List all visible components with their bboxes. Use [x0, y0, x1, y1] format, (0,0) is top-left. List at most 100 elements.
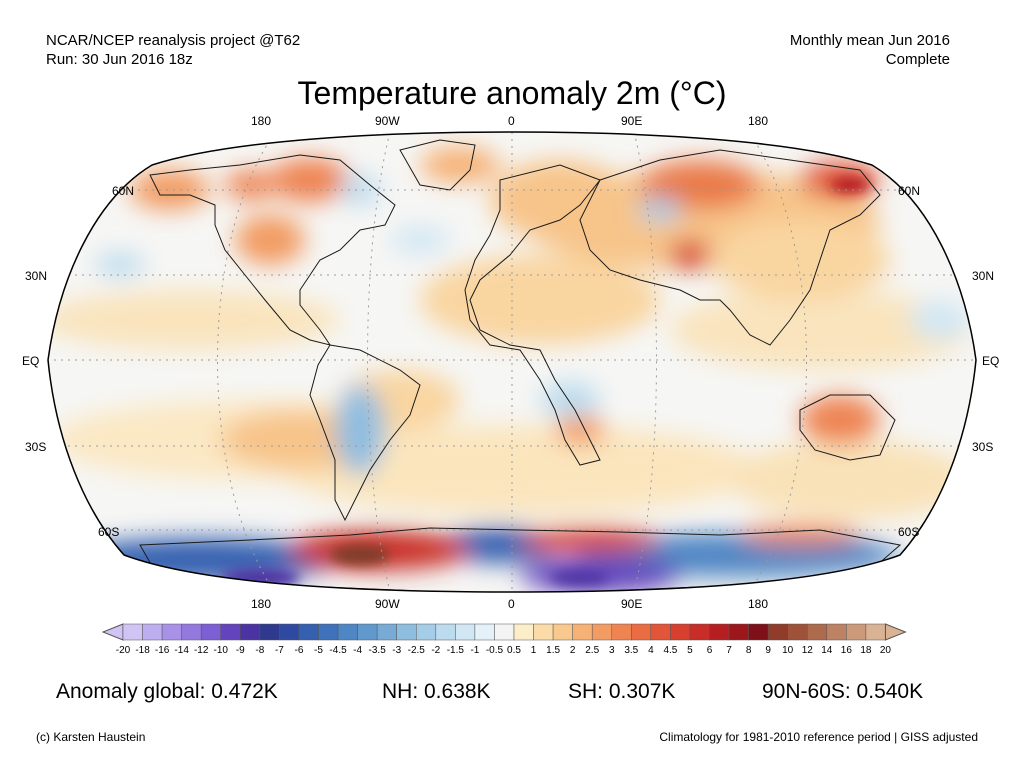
colorbar-tick-label: -1 — [470, 645, 479, 656]
lon-label-top-3: 0 — [508, 114, 515, 128]
colorbar-swatch — [748, 623, 769, 641]
colorbar-swatch — [376, 623, 397, 641]
europe-africa-outline — [464, 164, 601, 466]
colorbar-swatch — [552, 623, 573, 641]
colorbar-swatch — [767, 623, 788, 641]
colorbar-swatch — [689, 623, 710, 641]
colorbar-swatch — [122, 623, 143, 641]
colorbar-tick-label: -8 — [255, 645, 264, 656]
colorbar-swatch — [455, 623, 476, 641]
global-anomaly: Anomaly global: 0.472K — [56, 680, 278, 703]
colorbar-swatch — [416, 623, 437, 641]
colorbar-swatch — [513, 623, 534, 641]
colorbar-swatch — [181, 623, 202, 641]
colorbar-swatch — [865, 623, 886, 641]
lat-label-left-5: 60S — [98, 525, 120, 539]
run-label: Run: 30 Jun 2016 18z — [46, 51, 193, 68]
colorbar-swatch — [670, 623, 691, 641]
colorbar-tick-label: 5 — [687, 645, 693, 656]
colorbar-tick-label: -20 — [116, 645, 131, 656]
colorbar-tick-label: -7 — [275, 645, 284, 656]
colorbar-tick-label: -5 — [314, 645, 323, 656]
map-title: Temperature anomaly 2m (°C) — [297, 75, 727, 111]
colorbar-swatch — [142, 623, 163, 641]
colorbar-tick-label: 9 — [765, 645, 771, 656]
status-label: Complete — [885, 51, 950, 68]
australia-outline — [799, 394, 896, 461]
colorbar-swatch — [709, 623, 730, 641]
anomaly-field — [48, 132, 976, 592]
lon-label-bottom-1: 180 — [251, 597, 272, 611]
colorbar-swatch — [650, 623, 671, 641]
colorbar-swatch — [591, 623, 613, 641]
colorbar-tick-label: 6 — [707, 645, 713, 656]
colorbar-swatch — [435, 623, 456, 641]
colorbar-tick-label: 3 — [609, 645, 615, 656]
header-run-info: NCAR/NCEP reanalysis project @T62 Run: 3… — [46, 31, 300, 69]
colorbar-swatch — [298, 623, 319, 641]
colorbar-swatch — [259, 623, 280, 641]
globe-border — [47, 131, 977, 593]
colorbar-swatch — [474, 623, 495, 641]
colorbar-swatch — [161, 623, 182, 641]
arctic-anomaly: 90N-60S: 0.540K — [762, 680, 924, 703]
colorbar-swatch — [220, 623, 241, 641]
colorbar-tick-label: 7 — [726, 645, 732, 656]
colorbar-swatch — [826, 623, 847, 641]
colorbar-swatch — [240, 623, 261, 641]
header-period-info: Monthly mean Jun 2016 Complete — [790, 31, 950, 69]
lat-label-left-2: 30N — [25, 269, 48, 283]
colorbar-tick-label: 10 — [782, 645, 794, 656]
lon-label-bottom-5: 180 — [748, 597, 769, 611]
colorbar-swatch — [728, 623, 749, 641]
colorbar-swatch — [396, 623, 417, 641]
graticule — [48, 132, 976, 592]
colorbar-tick-label: 12 — [802, 645, 814, 656]
colorbar-tick-label: -18 — [135, 645, 150, 656]
colorbar-swatch — [357, 623, 378, 641]
north-america-outline — [149, 154, 396, 346]
colorbar-tick-label: 18 — [860, 645, 872, 656]
lon-label-top-1: 180 — [251, 114, 272, 128]
lat-label-right-3: EQ — [982, 354, 1000, 368]
colorbar-tick-label: -12 — [194, 645, 209, 656]
colorbar-swatch — [200, 623, 221, 641]
colorbar-tick-label: 0.5 — [507, 645, 521, 656]
lat-label-left-3: EQ — [22, 354, 40, 368]
antarctica-outline — [139, 527, 902, 592]
colorbar-swatch — [572, 623, 593, 641]
colorbar-tick-label: 1 — [531, 645, 537, 656]
colorbar-tick-label: -3.5 — [369, 645, 387, 656]
colorbar-tick-label: 4.5 — [663, 645, 677, 656]
colorbar-tick-label: -16 — [155, 645, 170, 656]
colorbar-swatch — [846, 623, 867, 641]
lat-label-right-5: 60S — [898, 525, 920, 539]
lon-label-top-5: 180 — [748, 114, 769, 128]
colorbar-tick-label: -9 — [236, 645, 245, 656]
lat-label-left-4: 30S — [25, 440, 47, 454]
colorbar-swatch — [337, 623, 358, 641]
lon-label-top-2: 90W — [375, 114, 400, 128]
lon-label-top-4: 90E — [621, 114, 643, 128]
colorbar-swatch — [279, 623, 300, 641]
colorbar-tick-label: 8 — [746, 645, 752, 656]
colorbar-min-arrow — [101, 623, 124, 641]
colorbar-tick-label: -3 — [392, 645, 401, 656]
lon-label-bottom-3: 0 — [508, 597, 515, 611]
colorbar-tick-label: 4 — [648, 645, 654, 656]
lat-label-left-1: 60N — [112, 184, 135, 198]
colorbar-tick-label: -4 — [353, 645, 362, 656]
climatology-note: Climatology for 1981-2010 reference peri… — [659, 730, 978, 744]
nh-anomaly: NH: 0.638K — [382, 680, 491, 703]
greenland-outline — [399, 139, 476, 191]
colorbar-tick-label: 16 — [841, 645, 853, 656]
colorbar: -20 -18 -16 -14 -12 -10 -9 -8 -7 -6 -5 -4.5 -4 -3.5 -3… — [101, 623, 907, 656]
lon-label-bottom-4: 90E — [621, 597, 643, 611]
colorbar-swatch — [787, 623, 808, 641]
south-america-outline — [309, 344, 421, 522]
model-label: NCAR/NCEP reanalysis project @T62 — [46, 32, 301, 49]
colorbar-tick-label: -14 — [174, 645, 189, 656]
colorbar-tick-label: -0.5 — [486, 645, 504, 656]
colorbar-tick-label: 1.5 — [546, 645, 560, 656]
period-label: Monthly mean Jun 2016 — [789, 32, 950, 49]
